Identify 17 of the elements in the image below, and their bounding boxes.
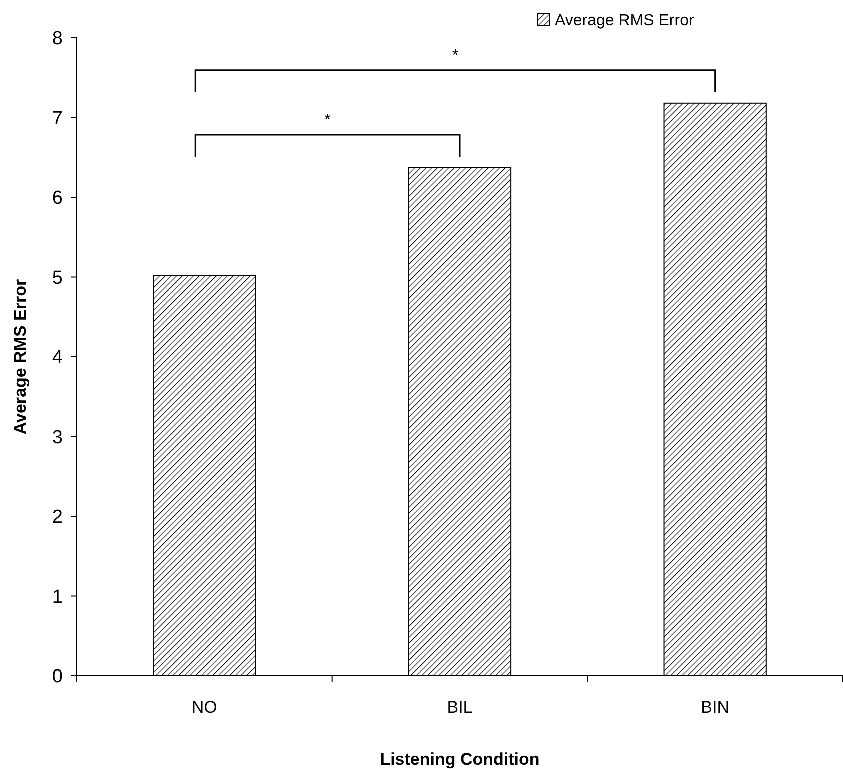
x-tick-label: BIL xyxy=(447,698,473,717)
y-tick-label: 6 xyxy=(52,188,63,210)
y-axis-title: Average RMS Error xyxy=(11,278,30,435)
y-tick-label: 2 xyxy=(52,507,63,528)
legend-label: Average RMS Error xyxy=(555,12,695,30)
y-tick-label: 3 xyxy=(52,427,63,448)
y-tick-label: 1 xyxy=(52,586,63,608)
y-tick-label: 4 xyxy=(52,348,64,369)
y-tick-label: 0 xyxy=(52,666,63,688)
x-tick-label: NO xyxy=(192,698,218,717)
annotation: * xyxy=(324,112,331,129)
x-axis-title: Listening Condition xyxy=(380,750,540,769)
y-tick-label: 5 xyxy=(52,268,63,289)
y-tick-label: 7 xyxy=(52,108,63,130)
annotation: * xyxy=(452,47,459,64)
y-tick-label: 8 xyxy=(52,28,63,50)
x-tick-label: BIN xyxy=(701,698,730,717)
